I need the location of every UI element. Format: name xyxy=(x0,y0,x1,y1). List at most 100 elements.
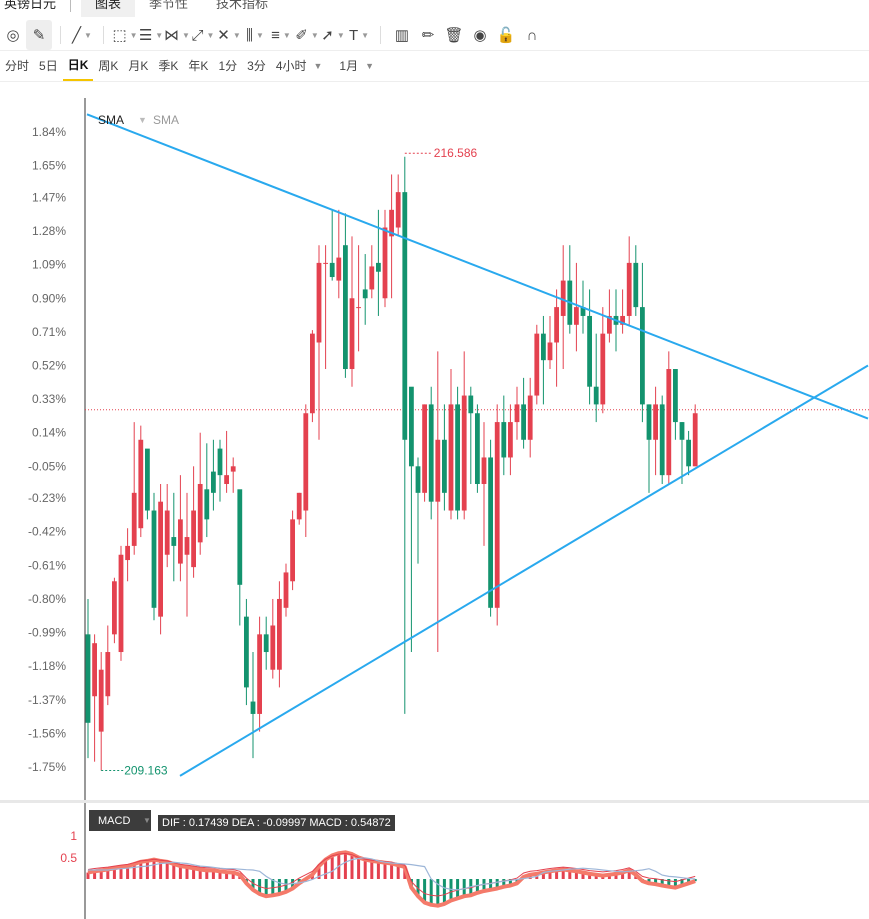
candle-body xyxy=(626,262,632,316)
period-item[interactable]: 季K xyxy=(158,59,179,73)
trash-icon[interactable]: 🗑 xyxy=(444,27,464,44)
candle xyxy=(508,404,513,476)
candle-body xyxy=(620,315,625,325)
candle-body xyxy=(296,492,302,520)
candle-body xyxy=(138,439,144,529)
macd-bar xyxy=(99,870,103,879)
candle-body xyxy=(501,422,507,458)
y-tick-label: 1.28% xyxy=(32,224,66,238)
macd-bar xyxy=(647,879,651,884)
candle xyxy=(151,492,157,621)
horizontal-lines-icon[interactable]: ☰ ▼ xyxy=(138,27,164,44)
line-icon[interactable]: ╱ ▼ xyxy=(72,27,92,44)
candle-body xyxy=(329,262,335,278)
candle-body xyxy=(646,404,652,440)
macd-bar xyxy=(93,871,97,879)
macd-bar xyxy=(687,879,691,884)
candle-body xyxy=(244,616,249,688)
candle xyxy=(270,598,276,679)
brush-icon[interactable]: ✐ ▼ xyxy=(295,27,319,44)
macd-bar xyxy=(561,869,565,879)
period-item[interactable]: 年K xyxy=(188,59,209,73)
period-item[interactable]: 分时 xyxy=(5,59,30,73)
measure-icon[interactable]: ✕ ▼ xyxy=(217,27,241,44)
rect-icon[interactable]: ⬚ ▼ xyxy=(112,27,138,44)
candle xyxy=(461,351,467,520)
channel-icon[interactable]: ⫼ ▼ xyxy=(246,26,264,44)
pattern-icon[interactable]: ⋈ ▼ xyxy=(164,27,190,44)
macd-bar xyxy=(442,879,446,904)
tab-chart[interactable]: 图表 xyxy=(81,0,136,17)
magnet-icon[interactable]: ◎ xyxy=(6,27,20,44)
candle-body xyxy=(105,652,111,697)
candle-body xyxy=(422,404,427,493)
period-item[interactable]: 5日 xyxy=(39,59,58,73)
candle-body xyxy=(607,315,612,334)
candle xyxy=(633,245,639,316)
candle xyxy=(646,404,652,493)
pen-icon[interactable]: ✎ xyxy=(26,20,52,50)
period-item[interactable]: 周K xyxy=(98,59,119,73)
period-item[interactable]: 月K xyxy=(128,59,149,73)
macd-bar xyxy=(456,879,460,899)
sma-label-secondary[interactable]: SMA xyxy=(152,113,179,127)
sma-label[interactable]: SMA xyxy=(98,113,125,127)
range-selector[interactable]: 1月 xyxy=(339,59,359,73)
candle-body xyxy=(283,572,289,608)
candle-style-icon[interactable]: ▥ xyxy=(394,27,410,44)
candle-body xyxy=(409,386,414,467)
macd-bar xyxy=(462,879,466,897)
candle xyxy=(343,213,348,378)
candle-body xyxy=(349,298,355,370)
lock-icon[interactable]: 🔓 xyxy=(496,27,516,44)
arrow-icon[interactable]: ➚ ▼ xyxy=(321,27,345,44)
candle-body xyxy=(250,701,256,714)
text-icon[interactable]: T ▼ xyxy=(348,26,370,44)
period-item-active[interactable]: 日K xyxy=(62,51,94,81)
eye-icon[interactable]: ◉ xyxy=(473,27,487,44)
candle-body xyxy=(92,643,97,697)
candle xyxy=(593,333,599,423)
candle-body xyxy=(475,413,480,484)
period-item[interactable]: 1分 xyxy=(218,59,238,73)
tab-seasonality[interactable]: 季节性 xyxy=(149,0,189,11)
candle xyxy=(336,209,342,299)
period-item[interactable]: 4小时 xyxy=(275,59,307,73)
candle xyxy=(329,209,335,281)
candle-body xyxy=(290,519,295,582)
magnet-u-icon[interactable]: ∩ xyxy=(526,26,538,44)
candle xyxy=(145,448,150,520)
chevron-down-icon[interactable]: ▼ xyxy=(313,61,323,71)
candle xyxy=(263,616,269,670)
period-item[interactable]: 3分 xyxy=(247,59,266,73)
candle xyxy=(402,156,408,714)
pane-divider[interactable] xyxy=(0,800,869,803)
tab-indicators[interactable]: 技术指标 xyxy=(216,0,269,11)
chevron-down-icon[interactable]: ▼ xyxy=(365,61,375,71)
macd-bar xyxy=(429,879,433,905)
macd-bar xyxy=(218,871,222,879)
chevron-down-icon[interactable]: ▼ xyxy=(143,816,151,825)
macd-bar xyxy=(522,876,526,879)
macd-bar xyxy=(317,866,321,879)
candle xyxy=(158,483,163,635)
macd-indicator-tag[interactable]: MACD xyxy=(89,810,151,831)
macd-bar xyxy=(614,873,618,879)
macd-bar xyxy=(528,874,532,879)
candle-body xyxy=(488,457,493,608)
candle-body xyxy=(692,413,698,467)
horizontal-ray-icon[interactable]: ≡ ▼ xyxy=(271,26,291,44)
candle xyxy=(230,457,236,493)
candle-body xyxy=(382,227,388,299)
y-tick-label: 0.52% xyxy=(32,358,66,372)
macd-bar xyxy=(594,874,598,879)
macd-bar xyxy=(225,872,229,879)
macd-bar xyxy=(126,866,130,879)
edit-icon[interactable]: ✏ xyxy=(421,27,435,44)
candle xyxy=(666,351,672,484)
triangle-down-icon: ▼ xyxy=(138,115,147,125)
candle-body xyxy=(587,315,592,387)
fib-icon[interactable]: ⤢ ▼ xyxy=(191,26,215,44)
candle-body xyxy=(204,489,210,520)
